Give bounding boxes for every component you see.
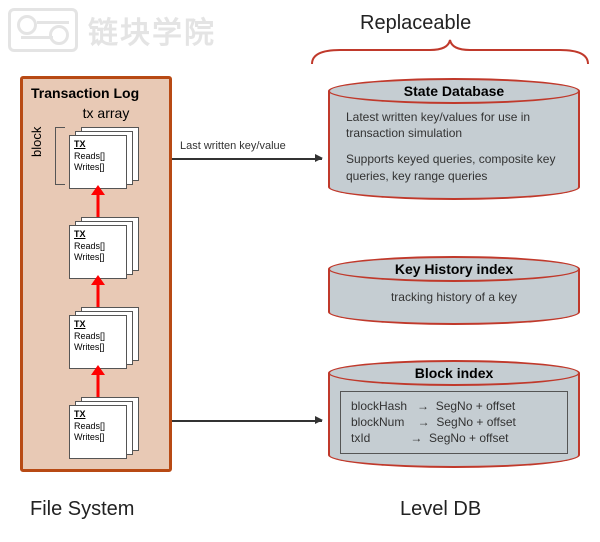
up-arrow-icon [91,185,105,217]
block-index-body: blockHash → SegNo + offset blockNum → Se… [328,373,580,468]
txlog-title: Transaction Log [31,85,161,101]
state-db-title: State Database [328,78,580,104]
state-db-body: Latest written key/values for use in tra… [328,91,580,200]
last-written-label: Last written key/value [180,140,286,152]
up-arrow-icon [91,275,105,307]
watermark-icon [8,8,78,52]
key-history-cylinder: Key History index tracking history of a … [328,256,580,325]
tx-card: TX Reads[] Writes[] [69,225,127,279]
brace-icon [310,38,590,66]
block-index-cylinder: Block index blockHash → SegNo + offset b… [328,360,580,468]
tx-group: TX Reads[] Writes[] [69,307,139,367]
arrow-to-state-db [172,158,322,160]
block-label: block [29,127,44,157]
block-index-title: Block index [328,360,580,386]
tx-stack-container: TX Reads[] Writes[] TX Reads[] Writes[] … [69,127,139,487]
tx-card: TX Reads[] Writes[] [69,135,127,189]
tx-group: TX Reads[] Writes[] [69,217,139,277]
tx-card: TX Reads[] Writes[] [69,405,127,459]
block-bracket [55,127,65,185]
tx-array-label: tx array [51,105,161,121]
tx-card: TX Reads[] Writes[] [69,315,127,369]
transaction-log-box: Transaction Log tx array block TX Reads[… [20,76,172,472]
state-database-cylinder: State Database Latest written key/values… [328,78,580,200]
watermark: 链块学院 [8,8,216,52]
replaceable-label: Replaceable [360,12,471,35]
tx-group: TX Reads[] Writes[] [69,127,139,187]
arrow-to-block-index [172,420,322,422]
key-history-title: Key History index [328,256,580,282]
file-system-label: File System [30,498,134,521]
level-db-label: Level DB [400,498,481,521]
up-arrow-icon [91,365,105,397]
block-index-inner-box: blockHash → SegNo + offset blockNum → Se… [340,391,568,454]
tx-group: TX Reads[] Writes[] [69,397,139,457]
watermark-text: 链块学院 [88,8,216,52]
